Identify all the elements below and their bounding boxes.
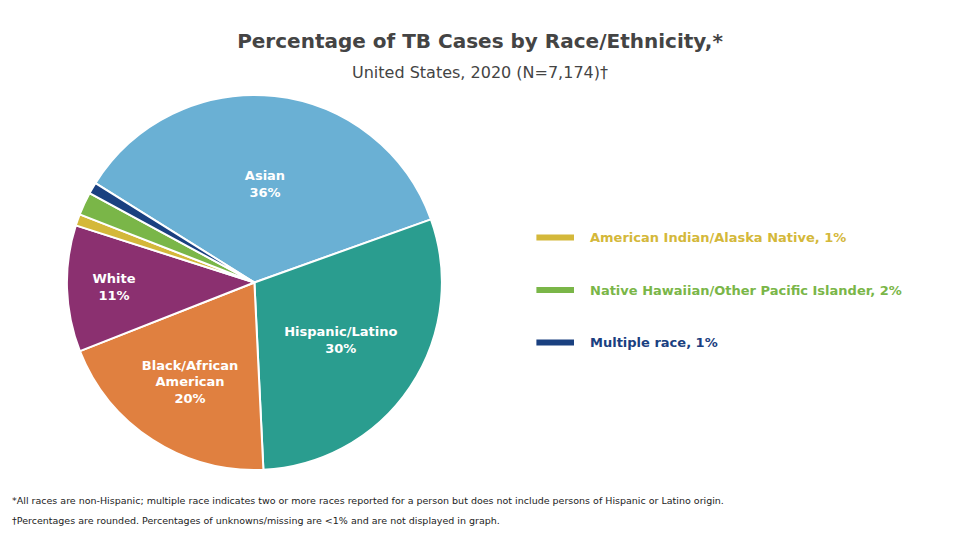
svg-text:Black/AfricanAmerican20%: Black/AfricanAmerican20% — [142, 358, 239, 407]
svg-text:Multiple race, 1%: Multiple race, 1% — [590, 335, 718, 350]
svg-text:Hispanic/Latino30%: Hispanic/Latino30% — [284, 324, 397, 356]
svg-text:White11%: White11% — [92, 271, 135, 303]
svg-text:†Percentages are rounded. Perc: †Percentages are rounded. Percentages of… — [12, 515, 500, 526]
svg-text:*All races are non-Hispanic; m: *All races are non-Hispanic; multiple ra… — [12, 495, 724, 506]
svg-text:Asian36%: Asian36% — [245, 168, 285, 200]
svg-text:United States, 2020 (N=7,174)†: United States, 2020 (N=7,174)† — [352, 63, 608, 82]
svg-text:Percentage of TB Cases by Race: Percentage of TB Cases by Race/Ethnicity… — [237, 29, 723, 53]
svg-text:American Indian/Alaska Native,: American Indian/Alaska Native, 1% — [590, 230, 846, 245]
svg-text:Native Hawaiian/Other Pacific: Native Hawaiian/Other Pacific Islander, … — [590, 283, 902, 298]
